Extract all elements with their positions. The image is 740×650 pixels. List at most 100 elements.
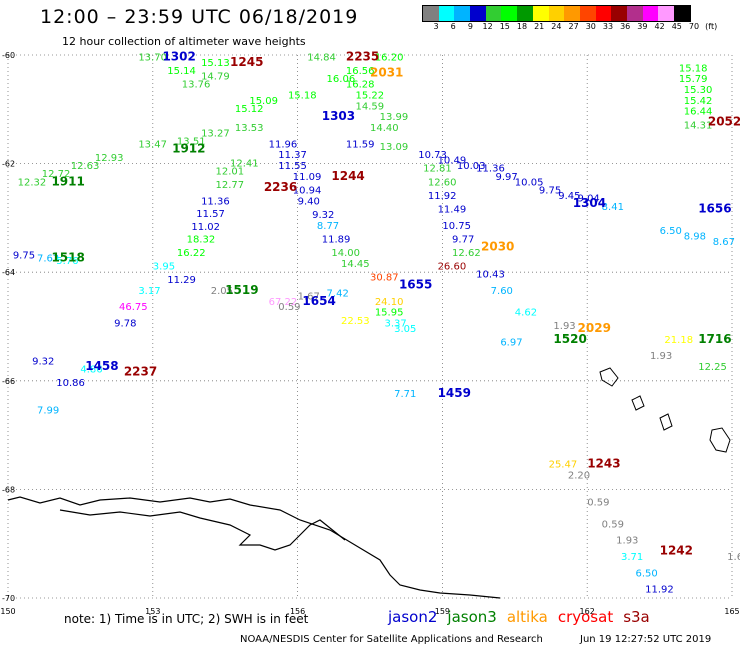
- wave-height-value: 21.18: [664, 335, 693, 346]
- wave-height-value: 7.42: [327, 289, 349, 300]
- wave-height-value: 11.37: [278, 150, 307, 161]
- legend-label: 33: [602, 22, 614, 31]
- wave-height-value: 18.32: [187, 234, 216, 245]
- legend-label: 21: [534, 22, 545, 31]
- wave-height-value: 1.67: [298, 291, 320, 302]
- wave-height-value: 15.42: [684, 96, 713, 107]
- wave-height-value: 15.79: [679, 74, 708, 85]
- pass-time-label: 1242: [660, 544, 693, 558]
- lat-lon-grid: 150 153 156 159 162 165 -60 -62 -64 -66 -68 -70: [0, 51, 739, 616]
- wave-height-value: 5.76: [56, 256, 78, 267]
- antarctic-coastline: [7, 367, 731, 599]
- pass-time-label: 2030: [481, 239, 514, 253]
- wave-height-value: 15.12: [235, 104, 264, 115]
- wave-height-value: 14.40: [370, 123, 399, 134]
- wave-height-value: 11.36: [476, 164, 505, 175]
- wave-height-value: 9.32: [312, 210, 334, 221]
- longitude-tick-label: 165: [724, 607, 739, 616]
- legend-label: 30: [585, 22, 596, 31]
- latitude-tick-label: -68: [2, 485, 15, 494]
- longitude-tick-label: 159: [435, 607, 450, 616]
- wave-height-value: 11.92: [645, 585, 674, 596]
- wave-height-value: 9.77: [452, 234, 474, 245]
- legend-swatch: [658, 6, 674, 21]
- legend-label: 42: [654, 22, 665, 31]
- wave-height-value: 12.62: [452, 248, 481, 259]
- wave-height-value: 16.28: [346, 80, 375, 91]
- legend-swatch: [564, 6, 580, 21]
- wave-height-value: 12.41: [230, 158, 259, 169]
- wave-height-value: 11.96: [269, 139, 298, 150]
- legend-swatch: [438, 6, 455, 21]
- legend-label: 15: [499, 22, 510, 31]
- pass-time-label: 1656: [698, 201, 731, 215]
- pass-time-label: 1458: [85, 359, 118, 373]
- wave-height-value: 9.32: [32, 357, 54, 368]
- wave-height-value: 11.09: [293, 172, 322, 183]
- legend-label: 3: [433, 22, 439, 31]
- wave-height-value: 13.27: [201, 128, 230, 139]
- legend-label: 39: [637, 22, 648, 31]
- wave-height-value: 0.59: [602, 519, 624, 530]
- wave-height-value: 8.98: [684, 232, 706, 243]
- pass-time-label: 1459: [438, 386, 471, 400]
- legend-swatch: [548, 6, 565, 21]
- wave-height-value: 10.94: [293, 185, 322, 196]
- wave-height-value: 7.60: [491, 286, 513, 297]
- wave-height-value: 7.71: [394, 389, 416, 400]
- wave-height-value: 13.70: [138, 52, 167, 63]
- legend-swatch: [642, 6, 659, 21]
- wave-height-value: 10.73: [418, 150, 447, 161]
- wave-height-value: 4.86: [80, 365, 102, 376]
- pass-time-label: 1303: [322, 109, 355, 123]
- legend-swatch: [595, 6, 612, 21]
- wave-height-value: 10.86: [56, 378, 85, 389]
- pass-time-label: 2235: [346, 49, 379, 63]
- pass-time-label: 1243: [587, 457, 620, 471]
- legend-swatch: [674, 6, 690, 21]
- wave-height-value: 9.78: [114, 319, 136, 330]
- wave-height-value: 2.20: [568, 471, 590, 482]
- wave-height-value: 1.93: [553, 321, 575, 332]
- wave-height-value: 15.18: [288, 90, 317, 101]
- satellite-name-cryosat: cryosat: [557, 608, 614, 626]
- legend-swatch: [579, 6, 596, 21]
- wave-height-value: 24.10: [375, 297, 404, 308]
- legend-swatch: [626, 6, 643, 21]
- longitude-tick-label: 153: [145, 607, 160, 616]
- satellite-legend: jason2 jason3 altika cryosat s3a: [388, 608, 660, 626]
- wave-height-value: 14.45: [341, 259, 370, 270]
- wave-height-value: 11.59: [346, 139, 375, 150]
- map-subtitle: 12 hour collection of altimeter wave hei…: [62, 35, 306, 48]
- wave-height-value: 8.77: [317, 221, 339, 232]
- wave-height-value: 16.20: [375, 52, 404, 63]
- latitude-tick-label: -60: [2, 51, 15, 60]
- wave-height-value: 15.30: [684, 85, 713, 96]
- legend-label: 27: [568, 22, 579, 31]
- wave-height-value: 13.53: [235, 123, 264, 134]
- wave-height-value: 9.45: [558, 191, 580, 202]
- wave-height-value: 1.93: [650, 351, 672, 362]
- pass-time-label: 2029: [578, 321, 611, 335]
- wave-height-value: 11.92: [428, 191, 457, 202]
- wave-height-value: 12.25: [698, 362, 727, 373]
- legend-swatch: [470, 6, 486, 21]
- wave-height-value: 16.06: [327, 74, 356, 85]
- legend-swatch: [501, 6, 518, 21]
- wave-height-value: 6.50: [660, 226, 682, 237]
- wave-height-value: 10.03: [457, 161, 486, 172]
- satellite-name-s3a: s3a: [623, 608, 650, 626]
- wave-height-value: 15.14: [167, 66, 196, 77]
- pass-time-label: 1912: [172, 142, 205, 156]
- wave-height-value: 46.75: [119, 302, 148, 313]
- wave-height-value: 10.43: [476, 270, 505, 281]
- wave-height-value: 1.93: [616, 536, 638, 547]
- wave-height-value: 2.05: [211, 286, 233, 297]
- wave-height-value: 12.32: [18, 177, 47, 188]
- legend-label: 24: [551, 22, 562, 31]
- wave-height-value: 3.05: [394, 324, 416, 335]
- wave-height-value: 9.75: [539, 185, 561, 196]
- wave-height-value: 12.77: [216, 180, 245, 191]
- legend-label: 12: [482, 22, 493, 31]
